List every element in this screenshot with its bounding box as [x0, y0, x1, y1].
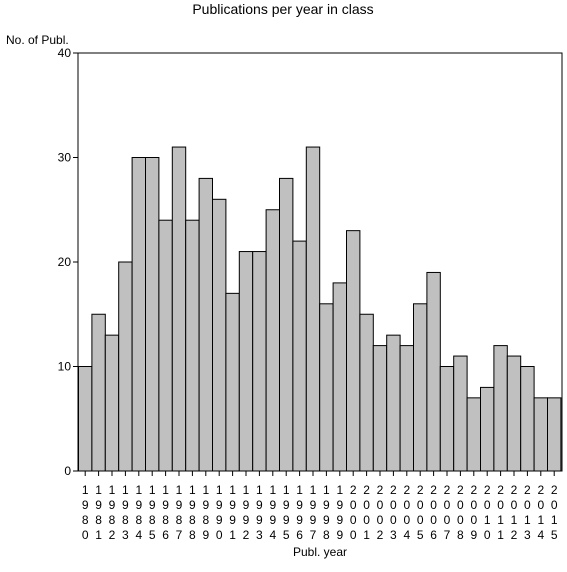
bar-1986 — [158, 219, 173, 472]
bar-2009 — [466, 397, 482, 472]
bar-1998 — [319, 303, 334, 472]
bar-1995 — [279, 177, 294, 472]
bar-1987 — [171, 146, 187, 472]
bar-1981 — [91, 313, 106, 472]
bar-2012 — [506, 355, 522, 472]
bar-1980 — [78, 366, 93, 472]
y-tick-label: 40 — [58, 46, 72, 60]
bar-2004 — [399, 345, 415, 472]
bar-1984 — [131, 157, 147, 472]
bar-2014 — [533, 397, 548, 472]
bar-2011 — [493, 345, 508, 472]
bar-1990 — [212, 198, 227, 472]
bars-group — [78, 146, 562, 472]
bar-2000 — [346, 230, 361, 472]
bar-1999 — [332, 282, 348, 472]
bar-2003 — [386, 334, 401, 472]
bar-2015 — [547, 397, 562, 472]
bar-1994 — [265, 209, 281, 472]
bar-1996 — [292, 240, 307, 472]
bar-1983 — [118, 261, 133, 472]
bar-1985 — [145, 157, 160, 472]
x-axis-label: Publ. year — [293, 545, 347, 559]
bar-1997 — [305, 146, 321, 472]
x-axis: 1 9 8 0 1 9 8 1 1 9 8 2 1 9 8 3 1 9 8 4 1 9 8 5 1 9 8 6 1 9 8 7 1 9 8 8 1 9 8 9… — [82, 471, 558, 542]
bar-2010 — [480, 386, 495, 472]
y-tick-label: 20 — [58, 255, 72, 269]
bar-1993 — [252, 251, 267, 472]
bar-1988 — [185, 219, 200, 472]
bar-2013 — [520, 366, 535, 472]
bar-2002 — [372, 345, 388, 472]
y-tick-label: 30 — [58, 151, 72, 165]
bar-1992 — [238, 251, 254, 472]
bar-2008 — [453, 355, 468, 472]
bar-2005 — [413, 303, 428, 472]
bar-2006 — [426, 271, 441, 472]
bar-2001 — [359, 313, 374, 472]
bar-1989 — [198, 177, 214, 472]
bar-1991 — [225, 292, 240, 472]
chart-title: Publications per year in class — [192, 1, 373, 17]
y-tick-label: 10 — [58, 360, 72, 374]
y-tick-label: 0 — [64, 464, 71, 478]
y-axis: 0 10 20 30 40 — [58, 46, 78, 478]
y-axis-label: No. of Publ. — [6, 33, 69, 47]
bar-1982 — [104, 334, 120, 472]
bar-2007 — [439, 366, 455, 472]
